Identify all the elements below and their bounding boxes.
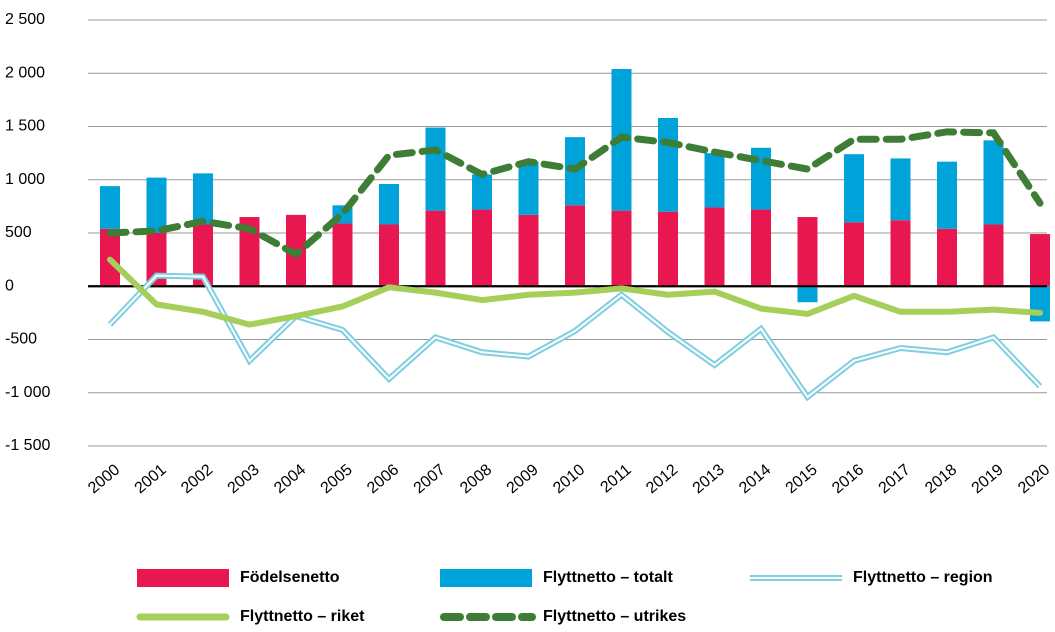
bar xyxy=(518,214,539,287)
bar xyxy=(146,177,167,233)
x-tick-label: 2013 xyxy=(690,461,728,497)
x-tick-label: 2012 xyxy=(643,461,681,497)
bar xyxy=(425,127,446,211)
x-tick-label: 2009 xyxy=(504,461,542,497)
bar xyxy=(797,286,818,303)
bar xyxy=(472,209,492,287)
y-tick-label: 500 xyxy=(5,224,32,241)
bar xyxy=(704,153,725,208)
bar xyxy=(1030,286,1050,322)
y-tick-label: -500 xyxy=(5,331,37,348)
x-tick-label: 2016 xyxy=(829,461,867,497)
bar xyxy=(844,154,864,223)
x-tick-label: 2005 xyxy=(318,461,356,497)
legend-label: Flyttnetto – riket xyxy=(240,608,365,625)
x-tick-label: 2006 xyxy=(364,461,402,497)
line-inner xyxy=(109,274,1041,399)
y-tick-label: 0 xyxy=(5,277,14,294)
y-tick-label: -1 500 xyxy=(5,437,50,454)
x-tick-label: 2000 xyxy=(85,461,123,497)
bar xyxy=(797,217,818,287)
x-tick-label: 2007 xyxy=(411,461,449,497)
y-tick-label: 1 000 xyxy=(5,171,45,188)
line xyxy=(106,128,1044,259)
x-tick-label: 2004 xyxy=(271,461,309,497)
bar xyxy=(1030,234,1050,287)
bar xyxy=(937,228,957,287)
x-tick-label: 2017 xyxy=(876,461,914,497)
y-tick-label: 1 500 xyxy=(5,118,45,135)
bar xyxy=(844,222,864,287)
bar xyxy=(751,209,771,287)
y-tick-label: 2 000 xyxy=(5,64,45,81)
bar xyxy=(983,140,1004,225)
x-tick-label: 2003 xyxy=(225,461,263,497)
x-tick-label: 2002 xyxy=(178,461,216,497)
x-tick-label: 2008 xyxy=(457,461,495,497)
legend-label: Flyttnetto – utrikes xyxy=(543,608,686,625)
legend-label: Flyttnetto – totalt xyxy=(543,569,673,586)
bar xyxy=(425,210,446,287)
legend-label: Flyttnetto – region xyxy=(853,569,993,586)
line xyxy=(107,256,1043,328)
x-tick-label: 2018 xyxy=(922,461,960,497)
x-tick-label: 2019 xyxy=(969,461,1007,497)
bar xyxy=(565,205,585,287)
bar xyxy=(937,161,957,229)
bar xyxy=(379,184,399,225)
y-tick-label: -1 000 xyxy=(5,384,50,401)
bar xyxy=(704,207,725,287)
x-tick-label: 2014 xyxy=(736,461,774,497)
bar xyxy=(658,211,678,287)
legend-swatch xyxy=(137,569,229,587)
bar xyxy=(332,223,353,287)
y-tick-label: 2 500 xyxy=(5,11,45,28)
bar xyxy=(193,224,213,287)
legend-swatch xyxy=(440,569,532,587)
bar xyxy=(611,210,632,287)
bar xyxy=(890,158,911,221)
bar xyxy=(890,220,911,287)
x-tick-label: 2015 xyxy=(783,461,821,497)
bar xyxy=(100,186,120,229)
bar xyxy=(658,117,678,212)
x-tick-label: 2011 xyxy=(597,461,634,496)
bar xyxy=(379,224,399,287)
bar xyxy=(518,161,539,215)
bar xyxy=(193,173,213,225)
x-tick-label: 2010 xyxy=(550,461,588,497)
x-tick-label: 2001 xyxy=(132,461,170,497)
bar xyxy=(472,174,492,210)
legend-label: Födelsenetto xyxy=(240,569,340,586)
x-tick-label: 2020 xyxy=(1015,461,1053,497)
bar xyxy=(983,224,1004,287)
